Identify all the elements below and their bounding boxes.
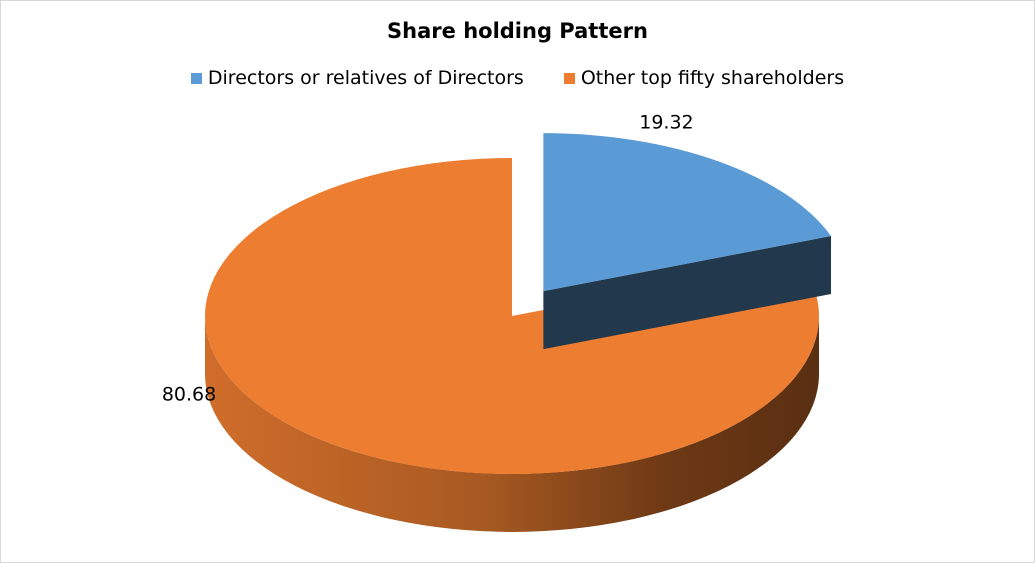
legend-item-directors: Directors or relatives of Directors [190,67,524,89]
pie-slice-directors [543,133,832,292]
legend-label-directors: Directors or relatives of Directors [207,67,524,89]
chart-legend: Directors or relatives of Directors Othe… [1,67,1034,89]
legend-swatch-other-shareholders [563,72,575,84]
legend-swatch-directors [190,72,202,84]
data-label-directors: 19.32 [639,111,693,133]
legend-label-other-shareholders: Other top fifty shareholders [580,67,845,89]
pie-slice-side-directors [543,235,832,350]
legend-item-other-shareholders: Other top fifty shareholders [563,67,845,89]
data-label-other-shareholders: 80.68 [162,384,216,406]
pie-slice-side-other-shareholders [205,316,819,532]
pie-slice-other-shareholders [204,158,819,474]
chart-title: Share holding Pattern [387,19,648,43]
